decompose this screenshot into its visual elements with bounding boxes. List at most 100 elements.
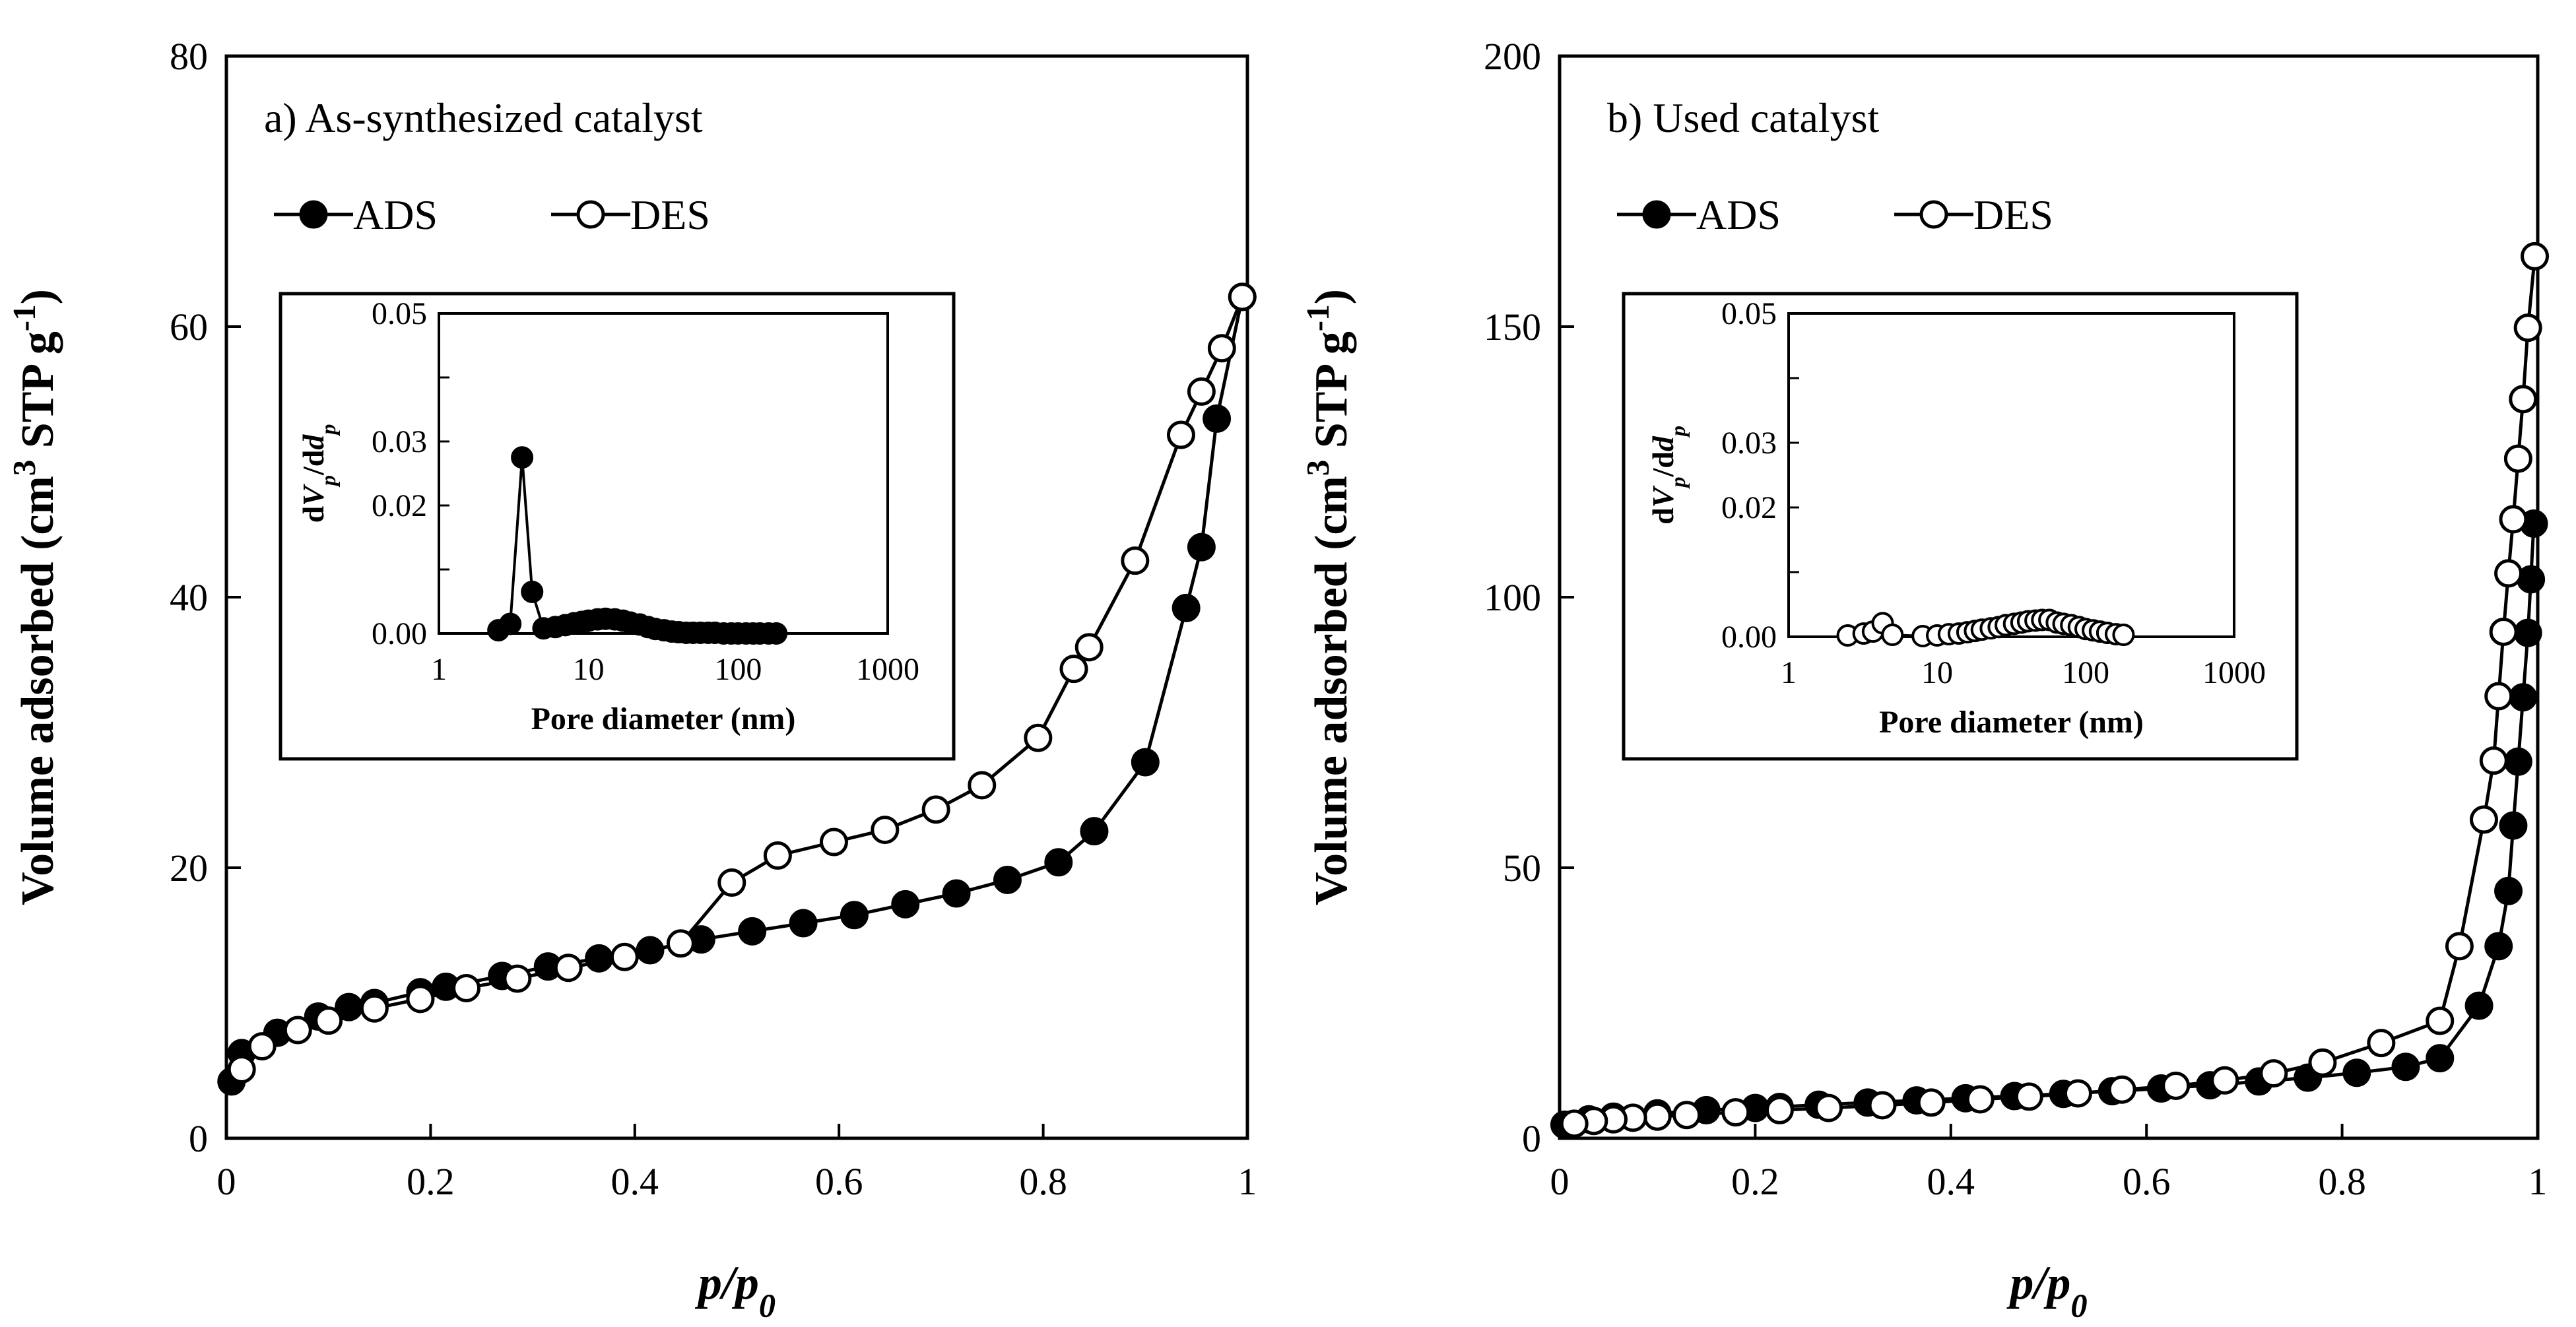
x-tick-label: 0.2: [407, 1160, 455, 1203]
data-point: [1059, 655, 1088, 684]
data-point: [248, 1032, 277, 1061]
inset-y-tick-label: 0.03: [1721, 426, 1777, 461]
data-point: [1187, 377, 1216, 406]
data-point: [1187, 533, 1216, 562]
data-point: [585, 944, 614, 973]
data-point: [406, 985, 435, 1014]
y-tick-label: 40: [170, 576, 208, 619]
data-point: [717, 868, 746, 897]
data-point: [738, 917, 767, 946]
data-point: [2484, 932, 2513, 961]
data-point: [666, 929, 695, 958]
data-point: [2014, 1082, 2043, 1111]
data-point: [871, 816, 900, 845]
data-point: [942, 879, 971, 908]
x-tick-label: 0.6: [2123, 1160, 2171, 1203]
data-point: [503, 964, 532, 993]
inset: 0.00 0.02 0.03 0.05 1 10 100 1000 Pore diameter …: [1622, 292, 2299, 761]
data-point: [1131, 748, 1160, 777]
inset-frame: [1622, 292, 2299, 761]
inset-data-point: [511, 446, 534, 469]
legend-label: ADS: [1696, 191, 1781, 238]
data-point: [2367, 1029, 2396, 1058]
x-tick-label: 0.4: [611, 1160, 659, 1203]
inset-frame: [279, 292, 956, 761]
data-point: [2479, 746, 2508, 775]
inset-y-axis-title: dVp/ddp: [296, 424, 340, 523]
data-point: [2342, 1058, 2371, 1087]
data-point: [2513, 618, 2542, 647]
y-tick-label: 80: [170, 35, 208, 78]
data-point: [2426, 1044, 2455, 1073]
inset-plot-frame: [1787, 312, 2235, 638]
data-point: [2494, 876, 2523, 905]
data-point: [2464, 991, 2493, 1020]
y-tick-label: 0: [1522, 1117, 1541, 1160]
data-point: [554, 954, 583, 983]
x-tick-label: 0.8: [1019, 1160, 1067, 1203]
panel-title: a) As-synthesized catalyst: [264, 94, 703, 141]
series-des: [1560, 242, 2550, 1138]
x-axis-title: p/p0: [2006, 1256, 2087, 1324]
inset-data-point: [2112, 624, 2135, 647]
data-point: [819, 827, 848, 857]
data-point: [1172, 593, 1201, 622]
data-point: [2308, 1048, 2337, 1077]
data-point: [1080, 817, 1109, 846]
legend-label: DES: [630, 191, 710, 238]
data-point: [2503, 444, 2532, 473]
inset-x-tick-label: 1: [1781, 655, 1797, 690]
data-point: [452, 973, 481, 1002]
data-point: [227, 1054, 256, 1084]
x-tick-label: 1: [1238, 1160, 1257, 1203]
data-point: [2162, 1071, 2191, 1100]
data-point: [2489, 617, 2518, 646]
inset-data-point: [1881, 624, 1904, 647]
data-point: [1560, 1109, 1589, 1138]
inset-x-tick-label: 100: [2062, 655, 2109, 690]
x-tick-label: 0.4: [1927, 1160, 1975, 1203]
data-point: [2503, 747, 2532, 776]
data-point: [360, 994, 389, 1023]
x-tick-label: 0: [217, 1160, 236, 1203]
data-point: [2494, 559, 2523, 588]
inset-y-tick-label: 0.05: [1721, 296, 1777, 331]
inset-x-axis-title: Pore diameter (nm): [531, 701, 796, 736]
data-point: [1721, 1098, 1750, 1127]
y-tick-label: 150: [1484, 306, 1541, 348]
y-tick-label: 100: [1484, 576, 1541, 619]
data-point: [840, 901, 869, 930]
data-point: [1203, 404, 1232, 433]
data-point: [763, 841, 792, 870]
inset-x-tick-label: 1000: [856, 652, 919, 687]
data-point: [2426, 1006, 2455, 1035]
data-point: [2499, 811, 2528, 840]
data-point: [1643, 1102, 1672, 1131]
legend-label: ADS: [353, 191, 438, 238]
x-tick-label: 1: [2528, 1160, 2548, 1203]
x-tick-label: 0: [1550, 1160, 1569, 1203]
data-point: [1074, 633, 1104, 662]
inset-y-tick-label: 0.02: [372, 488, 427, 523]
data-point: [1814, 1093, 1843, 1122]
data-point: [610, 942, 639, 971]
inset-x-tick-label: 1000: [2202, 655, 2266, 690]
y-tick-label: 20: [170, 847, 208, 890]
data-point: [2484, 682, 2513, 711]
inset-x-axis-title: Pore diameter (nm): [1879, 705, 2144, 740]
data-point: [1207, 334, 1236, 363]
inset-x-tick-label: 10: [1921, 655, 1953, 690]
data-point: [283, 1016, 312, 1045]
data-point: [1044, 848, 1073, 877]
inset-y-tick-label: 0.05: [372, 296, 427, 331]
data-point: [2107, 1075, 2136, 1104]
data-point: [1121, 546, 1150, 575]
x-tick-label: 0.6: [815, 1160, 863, 1203]
data-point: [1765, 1095, 1794, 1124]
y-axis-title: Volume adsorbed (cm3 STP g-1): [1300, 289, 1358, 905]
data-point: [1868, 1091, 1897, 1120]
inset-y-axis-title: dVp/ddp: [1646, 426, 1690, 525]
data-point: [1024, 723, 1053, 752]
legend-label: DES: [1973, 191, 2053, 238]
